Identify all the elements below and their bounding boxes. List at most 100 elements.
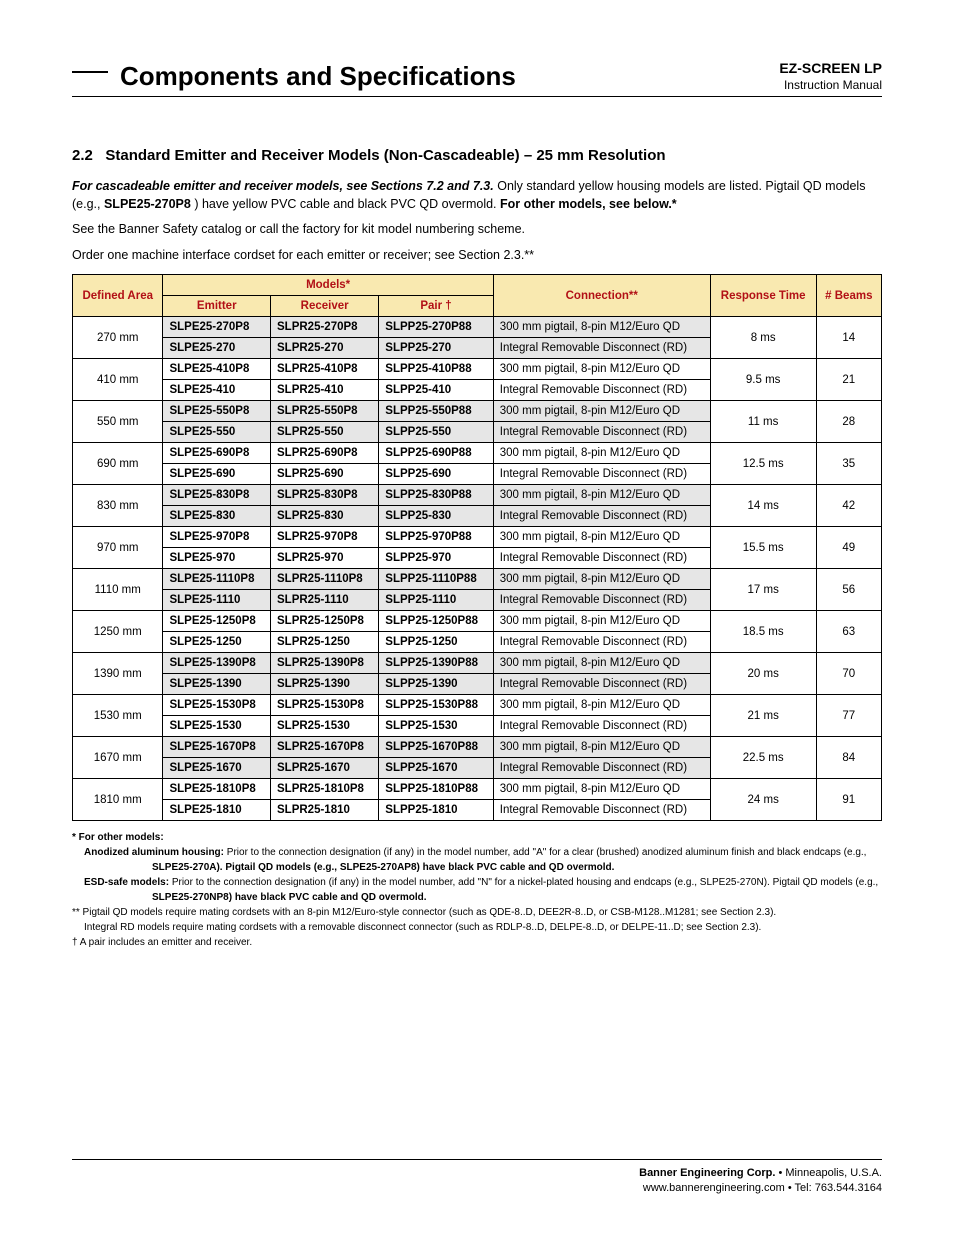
fn-3c: SLPE25-270NP8) have black PVC cable and … bbox=[152, 892, 427, 903]
cell-connection: Integral Removable Disconnect (RD) bbox=[493, 800, 710, 821]
cell-emitter: SLPE25-270P8 bbox=[163, 317, 271, 338]
cell-connection: 300 mm pigtail, 8-pin M12/Euro QD bbox=[493, 653, 710, 674]
table-row: 550 mmSLPE25-550P8SLPR25-550P8SLPP25-550… bbox=[73, 401, 882, 422]
cell-area: 1810 mm bbox=[73, 779, 163, 821]
fn-2b: Prior to the connection designation (if … bbox=[227, 847, 867, 858]
cell-receiver: SLPR25-1390 bbox=[271, 674, 379, 695]
fn-4: ** Pigtail QD models require mating cord… bbox=[72, 906, 882, 919]
cell-area: 270 mm bbox=[73, 317, 163, 359]
cell-emitter: SLPE25-830P8 bbox=[163, 485, 271, 506]
th-connection: Connection** bbox=[493, 275, 710, 317]
cell-response: 14 ms bbox=[710, 485, 816, 527]
fn-3a: ESD-safe models: bbox=[84, 877, 169, 888]
cell-receiver: SLPR25-550 bbox=[271, 422, 379, 443]
cell-response: 9.5 ms bbox=[710, 359, 816, 401]
cell-emitter: SLPE25-1250P8 bbox=[163, 611, 271, 632]
fn-2c: SLPE25-270A). Pigtail QD models (e.g., S… bbox=[152, 862, 614, 873]
cell-pair: SLPP25-1250 bbox=[379, 632, 493, 653]
cell-response: 11 ms bbox=[710, 401, 816, 443]
cell-emitter: SLPE25-270 bbox=[163, 338, 271, 359]
cell-connection: Integral Removable Disconnect (RD) bbox=[493, 422, 710, 443]
cell-pair: SLPP25-1390P88 bbox=[379, 653, 493, 674]
cell-response: 17 ms bbox=[710, 569, 816, 611]
cell-area: 830 mm bbox=[73, 485, 163, 527]
cell-pair: SLPP25-1810 bbox=[379, 800, 493, 821]
cell-emitter: SLPE25-830 bbox=[163, 506, 271, 527]
cell-area: 1110 mm bbox=[73, 569, 163, 611]
cell-emitter: SLPE25-1390 bbox=[163, 674, 271, 695]
intro-p2: See the Banner Safety catalog or call th… bbox=[72, 221, 882, 239]
spec-table-body: 270 mmSLPE25-270P8SLPR25-270P8SLPP25-270… bbox=[73, 317, 882, 821]
cell-receiver: SLPR25-410P8 bbox=[271, 359, 379, 380]
cell-receiver: SLPR25-970 bbox=[271, 548, 379, 569]
cell-emitter: SLPE25-410P8 bbox=[163, 359, 271, 380]
cell-response: 21 ms bbox=[710, 695, 816, 737]
cell-pair: SLPP25-970P88 bbox=[379, 527, 493, 548]
cell-pair: SLPP25-1110 bbox=[379, 590, 493, 611]
product-name: EZ-SCREEN LP bbox=[779, 60, 882, 76]
cell-pair: SLPP25-410 bbox=[379, 380, 493, 401]
cell-receiver: SLPR25-1390P8 bbox=[271, 653, 379, 674]
cell-receiver: SLPR25-1810P8 bbox=[271, 779, 379, 800]
fn-5: Integral RD models require mating cordse… bbox=[72, 921, 882, 934]
section-number: 2.2 bbox=[72, 147, 93, 164]
cell-connection: 300 mm pigtail, 8-pin M12/Euro QD bbox=[493, 611, 710, 632]
cell-connection: 300 mm pigtail, 8-pin M12/Euro QD bbox=[493, 443, 710, 464]
cell-pair: SLPP25-1810P88 bbox=[379, 779, 493, 800]
intro-block: For cascadeable emitter and receiver mod… bbox=[72, 178, 882, 264]
cell-area: 1670 mm bbox=[73, 737, 163, 779]
cell-emitter: SLPE25-1110P8 bbox=[163, 569, 271, 590]
cell-emitter: SLPE25-1670 bbox=[163, 758, 271, 779]
table-row: 270 mmSLPE25-270P8SLPR25-270P8SLPP25-270… bbox=[73, 317, 882, 338]
cell-beams: 35 bbox=[816, 443, 881, 485]
cell-emitter: SLPE25-970 bbox=[163, 548, 271, 569]
cell-emitter: SLPE25-1390P8 bbox=[163, 653, 271, 674]
cell-emitter: SLPE25-410 bbox=[163, 380, 271, 401]
cell-pair: SLPP25-270P88 bbox=[379, 317, 493, 338]
section-title-text: Standard Emitter and Receiver Models (No… bbox=[105, 147, 665, 164]
cell-area: 970 mm bbox=[73, 527, 163, 569]
cell-emitter: SLPE25-690P8 bbox=[163, 443, 271, 464]
th-response: Response Time bbox=[710, 275, 816, 317]
manual-label: Instruction Manual bbox=[779, 78, 882, 92]
cell-pair: SLPP25-830 bbox=[379, 506, 493, 527]
cell-pair: SLPP25-550 bbox=[379, 422, 493, 443]
cell-receiver: SLPR25-830P8 bbox=[271, 485, 379, 506]
table-row: 1390 mmSLPE25-1390P8SLPR25-1390P8SLPP25-… bbox=[73, 653, 882, 674]
cell-receiver: SLPR25-1110 bbox=[271, 590, 379, 611]
cell-connection: Integral Removable Disconnect (RD) bbox=[493, 590, 710, 611]
table-row: 690 mmSLPE25-690P8SLPR25-690P8SLPP25-690… bbox=[73, 443, 882, 464]
footer-contact: www.bannerengineering.com • Tel: 763.544… bbox=[72, 1181, 882, 1195]
th-area: Defined Area bbox=[73, 275, 163, 317]
cell-emitter: SLPE25-550 bbox=[163, 422, 271, 443]
cell-response: 22.5 ms bbox=[710, 737, 816, 779]
table-row: 970 mmSLPE25-970P8SLPR25-970P8SLPP25-970… bbox=[73, 527, 882, 548]
cell-pair: SLPP25-410P88 bbox=[379, 359, 493, 380]
cell-receiver: SLPR25-1530 bbox=[271, 716, 379, 737]
cell-connection: 300 mm pigtail, 8-pin M12/Euro QD bbox=[493, 359, 710, 380]
cell-pair: SLPP25-690P88 bbox=[379, 443, 493, 464]
cell-emitter: SLPE25-1670P8 bbox=[163, 737, 271, 758]
cell-connection: Integral Removable Disconnect (RD) bbox=[493, 380, 710, 401]
cell-emitter: SLPE25-1810P8 bbox=[163, 779, 271, 800]
cell-beams: 21 bbox=[816, 359, 881, 401]
cell-pair: SLPP25-1110P88 bbox=[379, 569, 493, 590]
table-row: 1530 mmSLPE25-1530P8SLPR25-1530P8SLPP25-… bbox=[73, 695, 882, 716]
cell-emitter: SLPE25-690 bbox=[163, 464, 271, 485]
cell-pair: SLPP25-550P88 bbox=[379, 401, 493, 422]
cell-connection: Integral Removable Disconnect (RD) bbox=[493, 674, 710, 695]
cell-pair: SLPP25-970 bbox=[379, 548, 493, 569]
cell-connection: 300 mm pigtail, 8-pin M12/Euro QD bbox=[493, 737, 710, 758]
cell-connection: 300 mm pigtail, 8-pin M12/Euro QD bbox=[493, 695, 710, 716]
cell-area: 1250 mm bbox=[73, 611, 163, 653]
cell-emitter: SLPE25-1250 bbox=[163, 632, 271, 653]
footnotes: * For other models: Anodized aluminum ho… bbox=[72, 831, 882, 949]
intro-p1: For cascadeable emitter and receiver mod… bbox=[72, 178, 882, 213]
cell-area: 550 mm bbox=[73, 401, 163, 443]
cell-receiver: SLPR25-1110P8 bbox=[271, 569, 379, 590]
cell-connection: Integral Removable Disconnect (RD) bbox=[493, 338, 710, 359]
cell-beams: 56 bbox=[816, 569, 881, 611]
cell-pair: SLPP25-270 bbox=[379, 338, 493, 359]
cell-beams: 63 bbox=[816, 611, 881, 653]
cell-response: 20 ms bbox=[710, 653, 816, 695]
